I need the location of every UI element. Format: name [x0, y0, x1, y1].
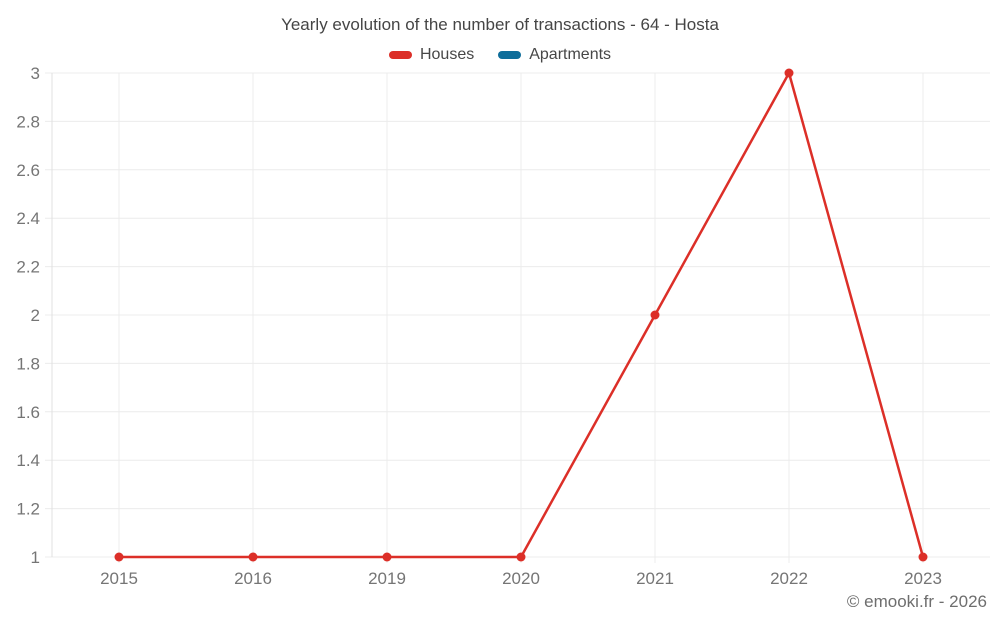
- apartments-legend-label: Apartments: [529, 46, 612, 63]
- apartments-series-swatch: [498, 51, 522, 59]
- x-axis-tick-label: 2023: [904, 569, 942, 588]
- houses-data-point[interactable]: [516, 552, 526, 562]
- y-axis-tick-label: 2.4: [16, 209, 40, 228]
- legend-item-houses[interactable]: Houses: [388, 46, 475, 64]
- copyright-text: © emooki.fr - 2026: [846, 592, 987, 611]
- x-axis-tick-label: 2021: [636, 569, 674, 588]
- y-axis-tick-label: 2.2: [16, 258, 40, 277]
- houses-series-swatch: [388, 51, 412, 59]
- legend: Houses Apartments: [0, 46, 1000, 64]
- chart-title: Yearly evolution of the number of transa…: [281, 15, 719, 34]
- x-axis-tick-label: 2016: [234, 569, 272, 588]
- y-axis-tick-label: 1.4: [16, 451, 40, 470]
- houses-data-point[interactable]: [248, 552, 258, 562]
- houses-data-point[interactable]: [382, 552, 392, 562]
- x-axis-tick-label: 2015: [100, 569, 138, 588]
- y-axis-tick-label: 1.8: [16, 354, 40, 373]
- y-axis-tick-label: 1: [31, 548, 40, 567]
- x-axis-tick-label: 2022: [770, 569, 808, 588]
- y-axis-tick-label: 2: [31, 306, 40, 325]
- y-axis-tick-label: 1.2: [16, 500, 40, 519]
- houses-data-point[interactable]: [918, 552, 928, 562]
- houses-data-point[interactable]: [650, 310, 660, 320]
- houses-data-point[interactable]: [114, 552, 124, 562]
- legend-item-apartments[interactable]: Apartments: [498, 46, 611, 64]
- houses-legend-label: Houses: [419, 46, 475, 63]
- y-axis-tick-label: 2.8: [16, 112, 40, 131]
- x-axis-tick-label: 2020: [502, 569, 540, 588]
- y-axis-tick-label: 2.6: [16, 161, 40, 180]
- x-axis-tick-label: 2019: [368, 569, 406, 588]
- y-axis-tick-label: 3: [31, 64, 40, 83]
- y-axis-tick-label: 1.6: [16, 403, 40, 422]
- houses-data-point[interactable]: [784, 68, 794, 78]
